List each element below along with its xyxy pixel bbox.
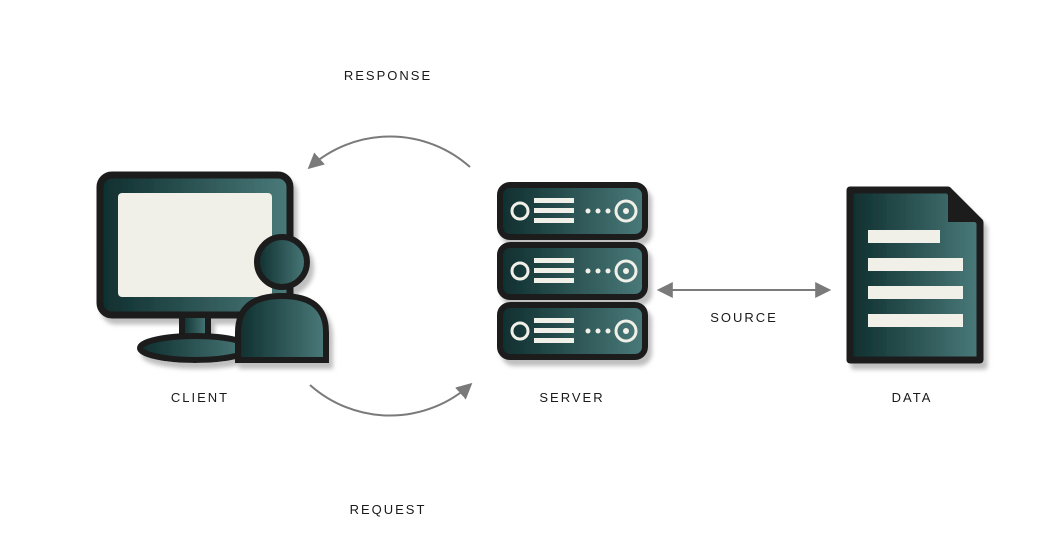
data-icon: [850, 190, 980, 360]
edge-response: [310, 136, 470, 167]
edge-request: [310, 385, 470, 416]
edge-label-source: SOURCE: [710, 310, 778, 325]
node-label-data: DATA: [892, 390, 933, 405]
client-icon: [100, 175, 326, 360]
server-icon: [500, 185, 645, 357]
edge-label-request: REQUEST: [350, 502, 427, 517]
node-label-client: CLIENT: [171, 390, 229, 405]
arrows-layer: [0, 0, 1064, 559]
edge-label-response: RESPONSE: [344, 68, 432, 83]
node-label-server: SERVER: [539, 390, 604, 405]
diagram-canvas: CLIENT SERVER DATA RESPONSE REQUEST SOUR…: [0, 0, 1064, 559]
